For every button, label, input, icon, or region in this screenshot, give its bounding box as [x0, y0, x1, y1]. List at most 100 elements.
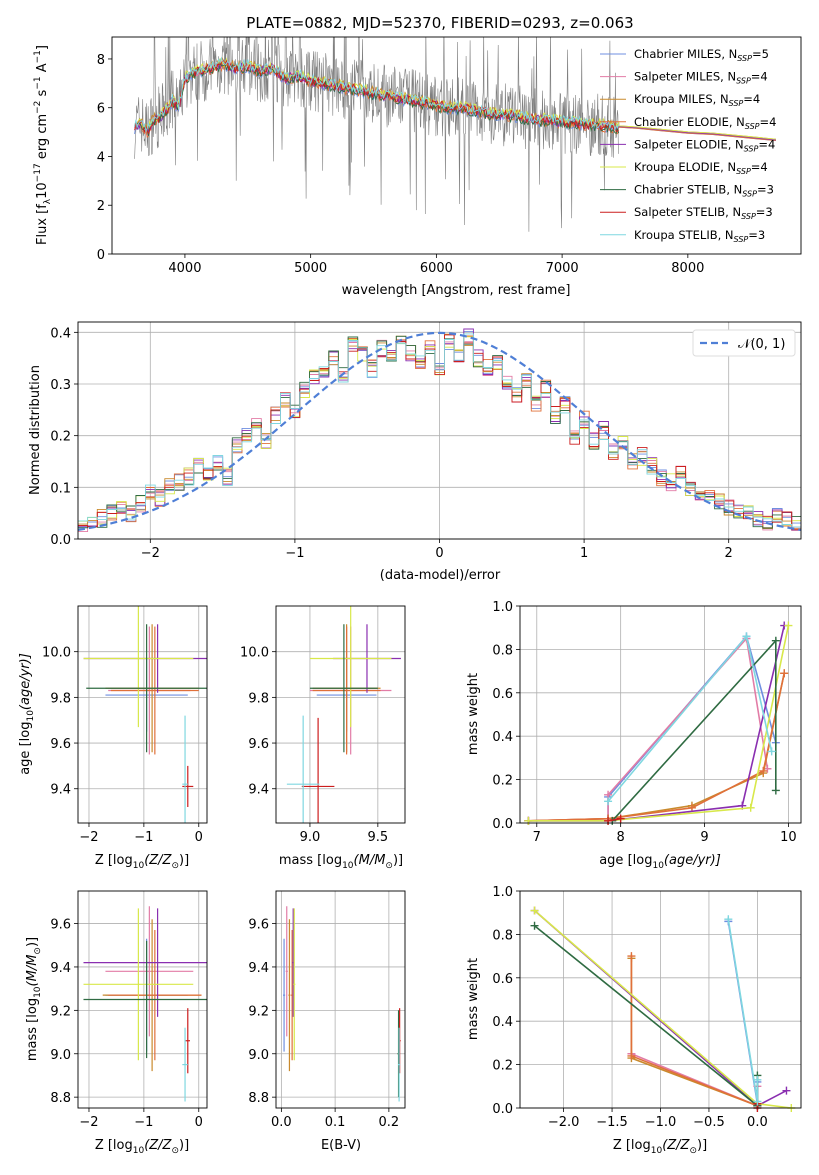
label-part: (Z/Z	[144, 853, 172, 868]
label-part: )]	[393, 853, 403, 868]
legend-label: Chabrier ELODIE, NSSP=4	[634, 115, 776, 131]
y-tick-label: 9.2	[50, 1004, 71, 1019]
y-tick-label: 0.0	[492, 817, 513, 832]
label-part: mass [log	[279, 853, 342, 868]
x-axis-label: wavelength [Angstrom, rest frame]	[342, 283, 571, 298]
label-part: ⊙	[171, 861, 179, 871]
legend-tail: =4	[760, 115, 777, 129]
legend-sub: SSP	[742, 190, 757, 199]
x-tick-label: −0.5	[693, 1115, 725, 1130]
legend-tail: =4	[758, 137, 775, 151]
y-tick-label: 9.6	[248, 737, 269, 752]
x-tick-label: 2	[725, 546, 733, 561]
label-part: (age/yr)]	[18, 653, 33, 710]
x-tick-label: 9.0	[300, 830, 321, 845]
x-tick-label: −2	[141, 546, 160, 561]
weight-point-marker	[742, 632, 751, 641]
weight-point-marker	[771, 636, 780, 645]
legend-tail: =3	[757, 183, 774, 197]
y-tick-label: 0.0	[50, 533, 71, 548]
x-tick-label: 5000	[294, 261, 327, 276]
x-tick-label: 8	[617, 830, 625, 845]
label-part: Z [log	[95, 853, 133, 868]
y-tick-label: 8	[97, 53, 105, 68]
legend-tail: =3	[748, 228, 765, 242]
x-tick-label: 0.2	[379, 1115, 400, 1130]
y-tick-label: 9.4	[50, 783, 71, 798]
x-tick-label: 0.1	[325, 1115, 346, 1130]
x-tick-label: 6000	[420, 261, 453, 276]
label-part: age [log	[18, 722, 33, 775]
axes-frame	[275, 890, 406, 1109]
y-tick-label: 9.4	[50, 961, 71, 976]
legend-tail: =4	[751, 70, 768, 84]
weight-point-marker	[767, 747, 776, 756]
y-tick-label: 9.0	[248, 1048, 269, 1063]
y-axis-label: mass weight	[466, 958, 481, 1040]
x-tick-label: 0.0	[271, 1115, 292, 1130]
legend-sub: SSP	[734, 235, 749, 244]
legend-label: Kroupa STELIB, NSSP=3	[634, 228, 765, 244]
weight-point-marker	[753, 1097, 762, 1106]
weight-series-line	[528, 673, 785, 822]
metallicity-age-panel: −2 −1 09.49.69.810.0Z [log10(Z/Z⊙)]age [lo…	[18, 605, 208, 871]
x-tick-label: 0	[195, 830, 203, 845]
label-part: ⊙	[33, 947, 43, 955]
y-tick-label: 0.3	[50, 378, 71, 393]
weight-series-line	[607, 634, 773, 802]
metallicity-weight-panel: −2.0 −1.5 −1.0 −0.5 0.0 0.0 0.2 0.4 0.6 0.8 1.0 Z […	[466, 885, 802, 1156]
y-tick-label: 9.2	[248, 1004, 269, 1019]
axes-frame	[77, 890, 208, 1109]
x-axis-label: Z [log10(Z/Z⊙)]	[95, 1138, 189, 1156]
model-spectrum-line	[134, 62, 620, 136]
legend-sub: SSP	[745, 122, 760, 131]
legend-sub: SSP	[736, 77, 751, 86]
weight-point-marker	[746, 803, 755, 812]
y-tick-label: 1.0	[492, 885, 513, 900]
y-tick-label: 4	[97, 150, 105, 165]
label-part: s	[35, 89, 50, 100]
model-spectrum-line	[134, 56, 620, 133]
y-tick-label: 1.0	[492, 600, 513, 615]
label-part: )]	[697, 1138, 707, 1153]
legend-tail: =3	[756, 205, 773, 219]
weight-point-marker	[524, 816, 533, 825]
label-part: )]	[179, 1138, 189, 1153]
x-tick-label: 9	[700, 830, 708, 845]
x-tick-label: 9.5	[367, 830, 388, 845]
weight-point-marker	[616, 814, 625, 823]
y-tick-label: 0.8	[492, 928, 513, 943]
y-tick-label: 9.8	[248, 691, 269, 706]
label-part: )]	[25, 937, 40, 947]
label-part: (age/yr)]	[664, 853, 721, 868]
normal-distribution-curve	[78, 331, 801, 531]
y-tick-label: 0.0	[492, 1102, 513, 1117]
legend-name: Kroupa ELODIE, N	[634, 160, 736, 174]
x-tick-label: −1	[134, 1115, 153, 1130]
mass-age-panel: 9.0 9.5 9.4 9.6 9.8 10.0 mass [log10(M/M⊙)]	[240, 605, 406, 871]
x-tick-label: 0	[195, 1115, 203, 1130]
legend-label: Kroupa ELODIE, NSSP=4	[634, 160, 768, 176]
y-tick-label: 8.8	[248, 1091, 269, 1106]
label-part: A	[35, 63, 50, 76]
label-part: ⊙	[689, 1146, 697, 1156]
legend-sub: SSP	[729, 99, 744, 108]
legend-label: Salpeter ELODIE, NSSP=4	[634, 137, 775, 153]
axes-frame	[77, 321, 802, 540]
weight-point-marker	[780, 669, 789, 678]
legend-sub: SSP	[737, 54, 752, 63]
y-tick-label: 0.8	[492, 643, 513, 658]
residual-histogram-step	[78, 333, 801, 528]
weight-series-line	[533, 925, 759, 1108]
y-tick-label: 10.0	[42, 646, 71, 661]
weight-point-marker	[530, 906, 539, 915]
weight-series-line	[528, 636, 769, 822]
label-part: )]	[179, 853, 189, 868]
legend-label: Chabrier MILES, NSSP=5	[634, 47, 769, 63]
label-part: 10	[133, 1146, 145, 1156]
label-part: −1	[33, 76, 43, 89]
axes-frame	[275, 605, 406, 824]
ebv-mass-panel: 0.0 0.1 0.2 8.8 9.0 9.2 9.4 9.6 E(B-V)	[248, 890, 406, 1153]
y-axis-label: age [log10(age/yr)]	[18, 653, 36, 775]
